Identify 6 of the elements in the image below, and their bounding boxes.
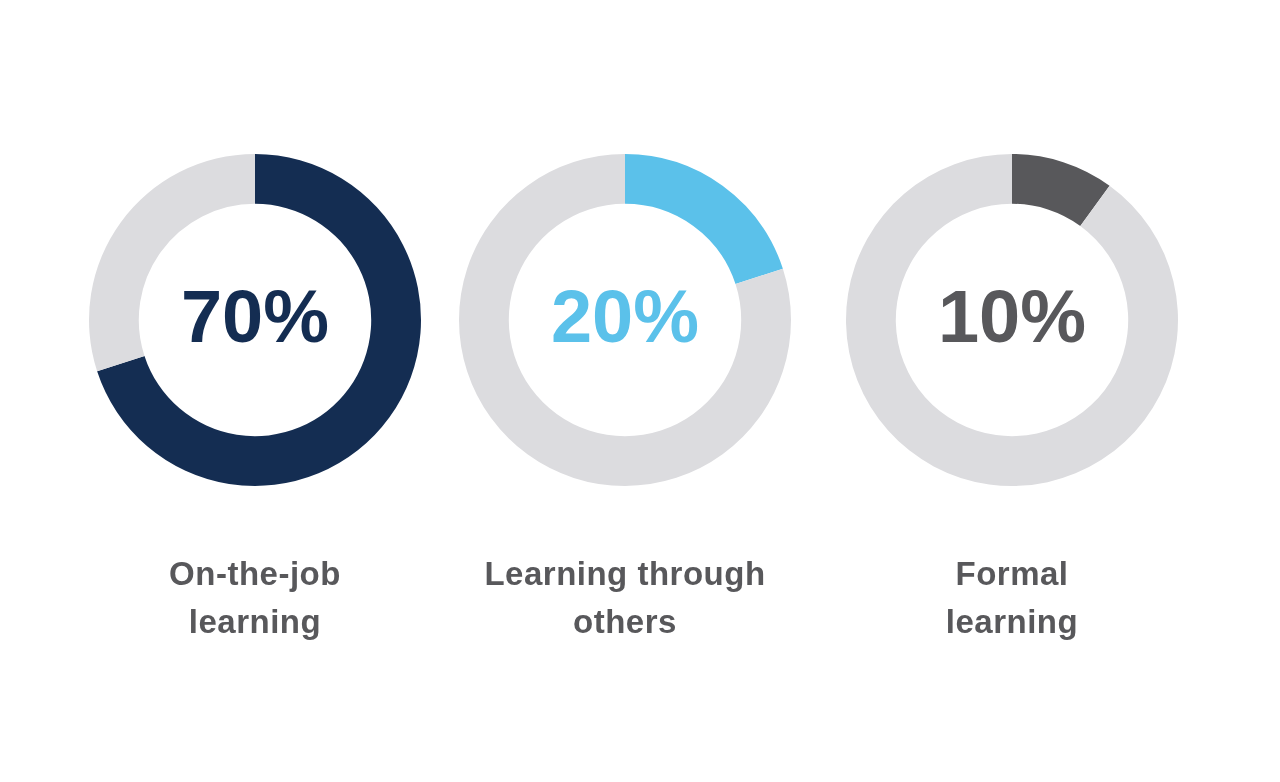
data-label: 70% [180, 275, 330, 359]
text: Formal learning [944, 554, 1080, 642]
text: On-the-job learning [168, 554, 342, 642]
text: Learning through others [483, 554, 767, 642]
data-label: 10% [937, 275, 1087, 359]
data-label: 20% [550, 275, 700, 359]
